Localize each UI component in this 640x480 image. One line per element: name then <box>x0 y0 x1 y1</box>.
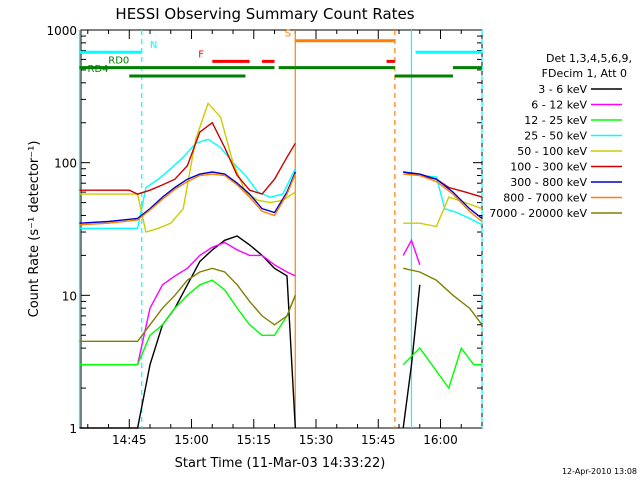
y-tick-label: 100 <box>54 157 77 171</box>
legend: Det 1,3,4,5,6,9, FDecim 1, Att 0 3 - 6 k… <box>489 52 632 220</box>
series-line <box>79 235 421 429</box>
flag-label-n: N <box>150 40 157 51</box>
x-axis-label: Start Time (11-Mar-03 14:33:22) <box>175 456 386 471</box>
legend-entry-label: 6 - 12 keV <box>531 99 587 112</box>
series-line <box>136 238 421 365</box>
series-line <box>79 121 483 198</box>
y-tick-label: 1000 <box>46 24 77 38</box>
y-tick-label: 1 <box>69 422 77 436</box>
chart-title: HESSI Observing Summary Count Rates <box>115 5 414 23</box>
x-tick-label: 15:15 <box>236 433 271 447</box>
legend-entry-label: 3 - 6 keV <box>538 83 587 96</box>
y-tick-label: 10 <box>62 289 77 303</box>
series-line <box>79 173 483 226</box>
x-tick-label: 14:45 <box>112 433 147 447</box>
legend-entry-label: 12 - 25 keV <box>524 114 587 127</box>
vertical-markers <box>78 30 483 428</box>
legend-header-line-1: Det 1,3,4,5,6,9, <box>546 52 632 65</box>
x-tick-label: 15:30 <box>299 433 334 447</box>
flag-label-s: S <box>285 29 291 40</box>
legend-entry-label: 300 - 800 keV <box>510 176 587 189</box>
x-tick-label: 16:00 <box>423 433 458 447</box>
legend-entry-label: 7000 - 20000 keV <box>489 207 587 220</box>
legend-header-line-2: FDecim 1, Att 0 <box>542 67 627 80</box>
legend-entry-label: 800 - 7000 keV <box>503 192 587 205</box>
x-tick-label: 15:45 <box>361 433 396 447</box>
series-line <box>79 171 483 224</box>
flag-label-rd4: RD4 <box>88 64 109 75</box>
legend-entry-label: 100 - 300 keV <box>510 161 587 174</box>
series-line <box>79 101 483 233</box>
x-tick-label: 15:00 <box>174 433 209 447</box>
generation-timestamp: 12-Apr-2010 13:08 <box>562 467 637 476</box>
series-lines <box>79 101 483 429</box>
flag-label-f: F <box>198 49 204 60</box>
legend-entry-label: 50 - 100 keV <box>517 145 587 158</box>
axis-ticks: 14:45 15:00 15:15 15:30 15:45 16:00 1 10 100 1000 <box>46 24 483 447</box>
flag-label-rd0: RD0 <box>108 56 129 67</box>
series-line <box>79 138 483 229</box>
legend-entry-label: 25 - 50 keV <box>524 130 587 143</box>
y-axis-label: Count Rate (s⁻¹ detector⁻¹) <box>27 141 42 318</box>
series-line <box>79 279 482 390</box>
series-line <box>79 267 483 342</box>
